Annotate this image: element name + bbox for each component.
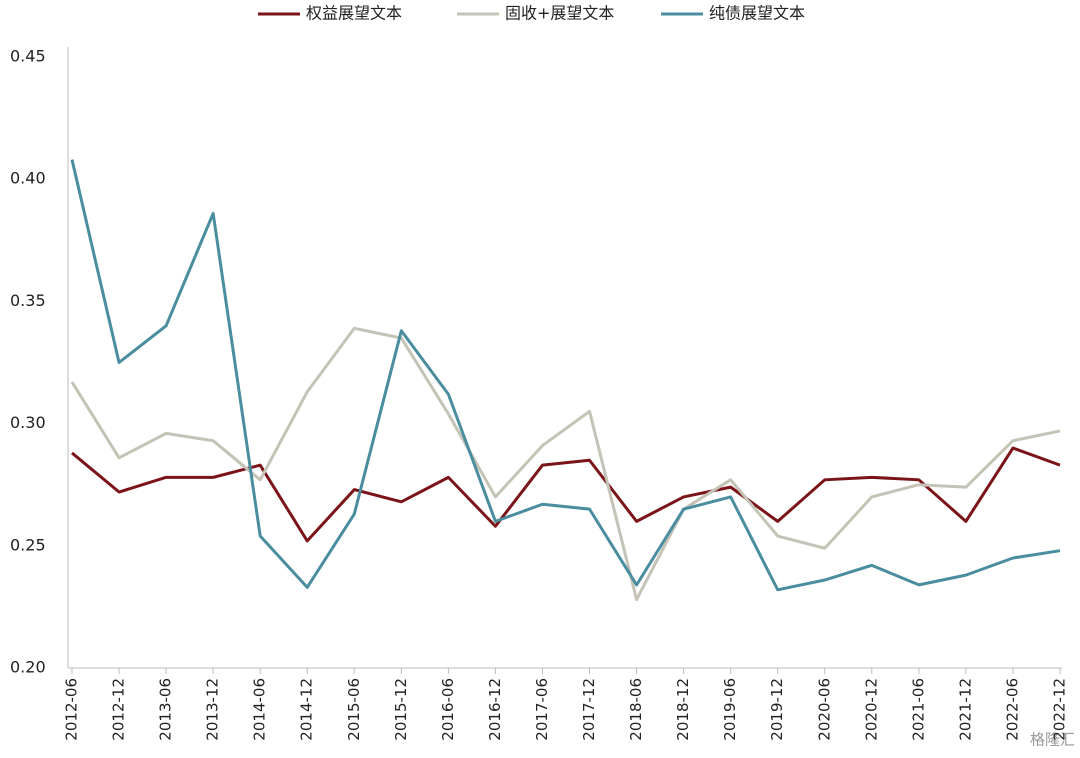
legend-label: 固收+展望文本	[505, 4, 614, 23]
x-tick-label: 2015-12	[392, 678, 410, 741]
x-tick-label: 2017-06	[533, 678, 551, 741]
x-tick-label: 2012-12	[110, 678, 128, 741]
y-tick-label: 0.40	[10, 169, 46, 188]
x-tick-label: 2012-06	[63, 678, 81, 741]
x-tick-label: 2021-12	[956, 678, 974, 741]
x-tick-label: 2019-06	[721, 678, 739, 741]
y-tick-label: 0.20	[10, 658, 46, 677]
x-tick-label: 2013-06	[157, 678, 175, 741]
watermark: 格隆汇	[1030, 731, 1075, 749]
x-tick-label: 2013-12	[204, 678, 222, 741]
x-tick-label: 2016-12	[486, 678, 504, 741]
x-tick-label: 2021-06	[909, 678, 927, 741]
x-tick-label: 2014-06	[251, 678, 269, 741]
x-tick-label: 2020-06	[815, 678, 833, 741]
x-tick-label: 2022-06	[1003, 678, 1021, 741]
y-tick-label: 0.25	[10, 535, 46, 554]
series-line	[70, 326, 1061, 602]
series-line	[71, 446, 1061, 543]
series-line	[70, 159, 1061, 592]
y-tick-label: 0.30	[10, 413, 46, 432]
x-tick-label: 2014-12	[298, 678, 316, 741]
x-tick-label: 2022-12	[1051, 678, 1069, 741]
x-tick-label: 2018-06	[627, 678, 645, 741]
x-tick-label: 2015-06	[345, 678, 363, 741]
y-tick-label: 0.35	[10, 291, 46, 310]
legend-label: 纯债展望文本	[709, 4, 805, 23]
x-tick-label: 2016-06	[439, 678, 457, 741]
x-tick-label: 2019-12	[768, 678, 786, 741]
legend-label: 权益展望文本	[306, 4, 402, 23]
x-tick-label: 2018-12	[674, 678, 692, 741]
x-tick-label: 2020-12	[862, 678, 880, 741]
y-tick-label: 0.45	[10, 47, 46, 66]
x-tick-label: 2017-12	[580, 678, 598, 741]
